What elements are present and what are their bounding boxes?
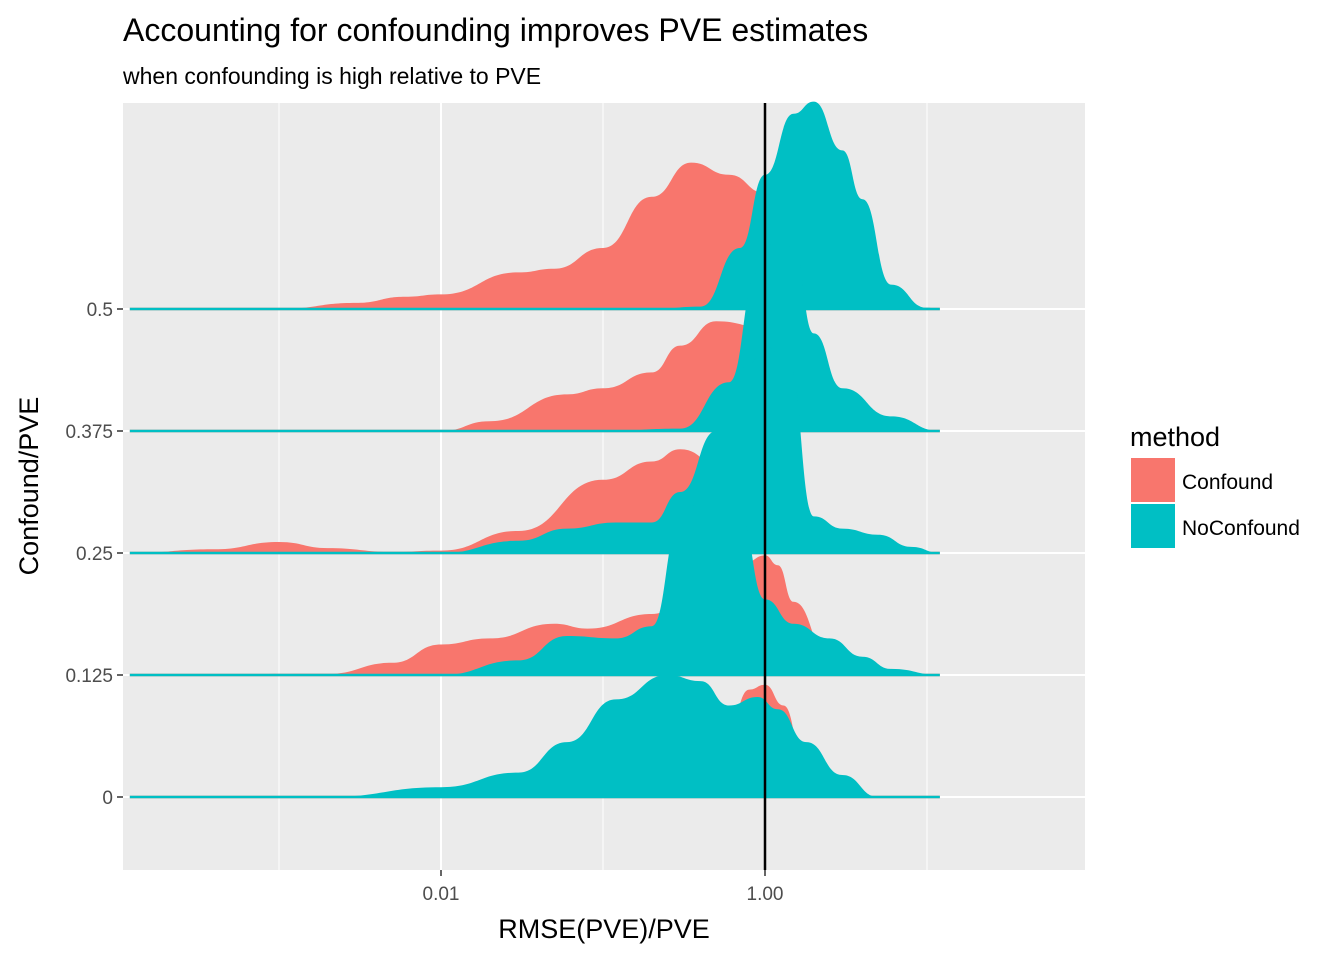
ridge-noconfound-0.5 [129,101,940,309]
legend-key-noconfound [1131,504,1175,548]
chart-subtitle: when confounding is high relative to PVE [122,63,541,89]
y-tick-label: 0.25 [76,544,113,565]
x-axis-title: RMSE(PVE)/PVE [498,914,710,944]
legend-label-noconfound: NoConfound [1182,517,1300,540]
x-axis: 0.01 1.00 [423,870,784,905]
legend: method Confound NoConfound [1130,422,1300,548]
ridge-noconfound-0 [129,675,940,797]
y-tick-label: 0.375 [65,422,113,443]
y-axis-title: Confound/PVE [14,397,44,576]
legend-title: method [1130,422,1220,452]
legend-key-confound [1131,458,1175,502]
chart-title: Accounting for confounding improves PVE … [123,12,868,48]
ridge-noconfound-0.25 [129,345,940,553]
y-tick-label: 0 [102,788,113,809]
y-tick-label: 0.125 [65,666,113,687]
y-axis: 0 0.125 0.25 0.375 0.5 [65,300,123,809]
y-tick-label: 0.5 [87,300,113,321]
density-ridges [129,101,940,799]
x-tick-label: 1.00 [747,884,784,905]
ridge-noconfound-0.125 [129,479,940,675]
x-tick-label: 0.01 [423,884,460,905]
legend-label-confound: Confound [1182,471,1273,494]
